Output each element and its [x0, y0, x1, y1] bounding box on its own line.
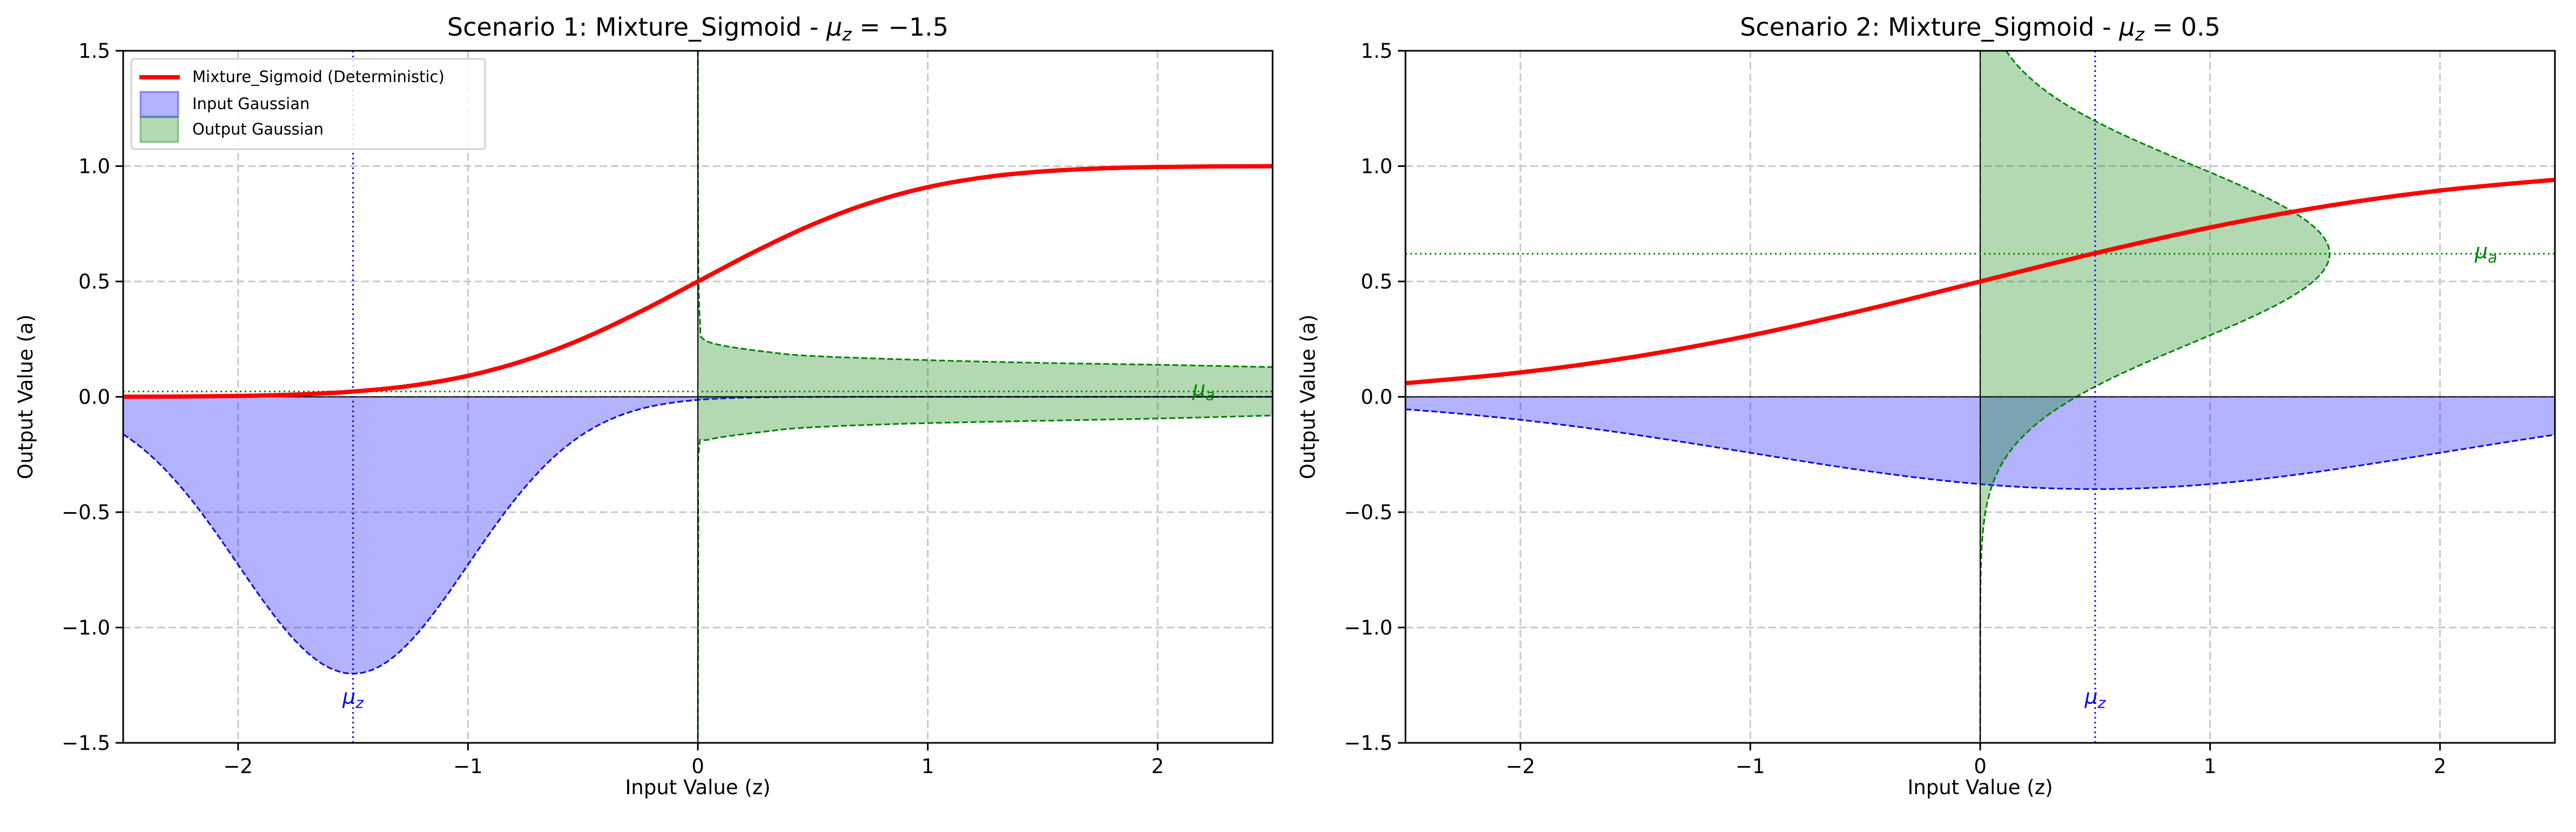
x-tick-label: 2: [1151, 755, 1164, 778]
x-tick-label: −1: [453, 755, 483, 778]
title-subscript: z: [2135, 24, 2145, 45]
y-tick-label: 1.5: [78, 39, 110, 63]
output-gaussian-fill: [1980, 51, 2330, 743]
title-prefix: Scenario 2: Mixture_Sigmoid -: [1740, 12, 2119, 42]
y-tick-label: 0.0: [78, 386, 110, 409]
y-tick-label: 0.5: [78, 270, 110, 293]
y-tick-label: −1.0: [1344, 616, 1393, 640]
x-tick-label: 1: [2204, 755, 2217, 778]
y-tick-label: 1.5: [1361, 39, 1393, 63]
x-tick-label: −2: [1506, 755, 1536, 778]
title-suffix: = −1.5: [852, 12, 949, 42]
sigmoid-curve: [1405, 177, 2555, 386]
legend: Mixture_Sigmoid (Deterministic) Input Gau…: [130, 58, 486, 150]
mu-z-symbol: μ: [2084, 685, 2097, 708]
chart-title: Scenario 2: Mixture_Sigmoid - μz = 0.5: [1740, 12, 2221, 45]
x-tick-label: 2: [2433, 755, 2446, 778]
y-axis-label: Output Value (a): [14, 314, 37, 479]
mu-z-label: μz: [2084, 685, 2106, 712]
x-tick-label: −2: [224, 755, 253, 778]
y-tick-label: 0.0: [1361, 386, 1393, 409]
title-variable: μ: [2118, 12, 2135, 42]
chart-title: Scenario 1: Mixture_Sigmoid - μz = −1.5: [447, 12, 949, 45]
mu-a-symbol: μ: [2474, 239, 2488, 263]
mu-z-subscript: z: [355, 694, 364, 712]
y-tick-label: −1.5: [1344, 732, 1393, 755]
y-tick-label: −0.5: [1344, 501, 1393, 524]
y-tick-label: 0.5: [1361, 270, 1393, 293]
output-gaussian-outline: [697, 51, 1273, 743]
plot-area: [1405, 51, 2555, 743]
x-tick-label: 0: [1974, 755, 1987, 778]
y-tick-label: 1.0: [78, 155, 110, 178]
mu-z-symbol: μ: [342, 685, 355, 708]
x-axis-label: Input Value (z): [625, 776, 770, 799]
y-axis-label: Output Value (a): [1296, 314, 1320, 479]
mu-a-subscript: a: [2488, 249, 2497, 266]
legend-box: [130, 58, 486, 150]
y-tick-label: −1.5: [62, 732, 110, 755]
legend-swatch-input: [139, 91, 179, 118]
legend-label: Output Gaussian: [192, 120, 324, 138]
x-tick-label: −1: [1736, 755, 1765, 778]
y-tick-label: 1.0: [1361, 155, 1393, 178]
plot-area: [123, 51, 1273, 743]
legend-label: Input Gaussian: [192, 95, 310, 113]
y-tick-label: −1.0: [62, 616, 110, 640]
sigmoid-curve: [123, 164, 1273, 399]
title-subscript: z: [842, 24, 852, 45]
mu-a-label: μa: [1192, 377, 1215, 404]
mu-a-subscript: a: [1206, 386, 1215, 404]
legend-swatch-output: [139, 116, 179, 143]
title-prefix: Scenario 1: Mixture_Sigmoid -: [447, 12, 826, 42]
y-tick-label: −0.5: [62, 501, 110, 524]
x-axis-label: Input Value (z): [1907, 776, 2053, 799]
title-variable: μ: [826, 12, 842, 42]
legend-label: Mixture_Sigmoid (Deterministic): [192, 68, 445, 86]
input-gaussian-fill: [123, 397, 1273, 674]
x-tick-label: 1: [922, 755, 934, 778]
mu-z-subscript: z: [2097, 694, 2107, 712]
title-suffix: = 0.5: [2144, 12, 2221, 42]
mu-z-label: μz: [342, 685, 364, 712]
mu-a-symbol: μ: [1192, 377, 1206, 401]
mu-a-label: μa: [2474, 239, 2497, 266]
x-tick-label: 0: [691, 755, 704, 778]
